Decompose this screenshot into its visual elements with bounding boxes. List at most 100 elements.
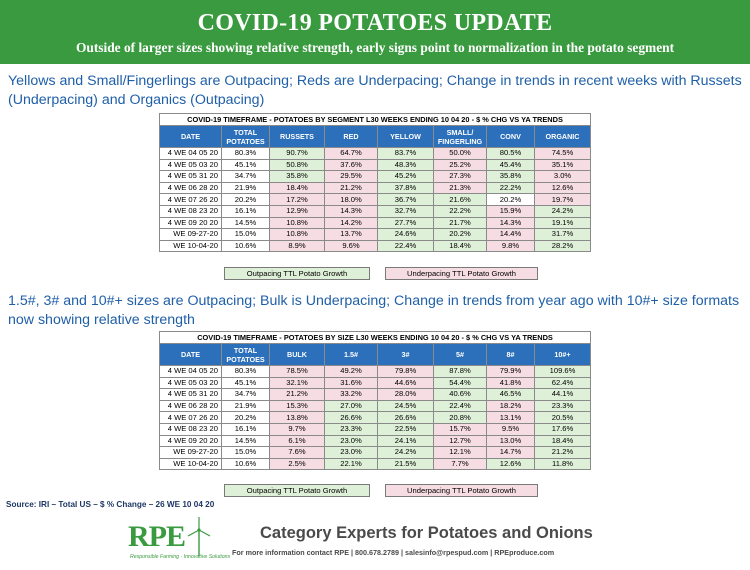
column-header: CONV xyxy=(486,125,535,148)
table-cell: 15.7% xyxy=(433,422,487,436)
table-row: 4 WE 05 03 20 45.1% 32.1% 31.6% 44.6% 54.4% 41… xyxy=(159,376,592,390)
table-cell: 21.9% xyxy=(221,181,270,195)
column-header: RED xyxy=(324,125,378,148)
table-row: WE 09-27-20 15.0% 7.6% 23.0% 24.2% 12.1% 14.7%… xyxy=(159,446,592,459)
table-cell: 46.5% xyxy=(486,388,535,401)
table-cell: 27.3% xyxy=(433,170,487,183)
table-cell: 14.5% xyxy=(221,434,270,448)
table-cell: 31.6% xyxy=(324,376,378,390)
table-cell: 15.3% xyxy=(269,399,325,413)
column-header: BULK xyxy=(269,343,325,366)
table-row: 4 WE 09 20 20 14.5% 10.8% 14.2% 27.7% 21.7% 14… xyxy=(159,216,592,230)
table-cell: 23.0% xyxy=(324,434,378,448)
table-cell: 11.8% xyxy=(533,457,592,471)
row-date: 4 WE 09 20 20 xyxy=(159,216,222,230)
table-cell: 21.2% xyxy=(324,181,378,195)
table-cell: 24.1% xyxy=(377,434,434,448)
table-cell: 26.6% xyxy=(377,411,434,424)
table-cell: 18.4% xyxy=(269,181,325,195)
table-row: 4 WE 05 31 20 34.7% 21.2% 33.2% 28.0% 40.6% 46… xyxy=(159,388,592,401)
size-headline: 1.5#, 3# and 10#+ sizes are Outpacing; B… xyxy=(8,293,740,328)
row-date: 4 WE 08 23 20 xyxy=(159,204,222,218)
table-row: 4 WE 08 23 20 16.1% 12.9% 14.3% 32.7% 22.2% 15… xyxy=(159,204,592,218)
column-header: YELLOW xyxy=(377,125,434,148)
segment-table: COVID-19 TIMEFRAME - POTATOES BY SEGMENT… xyxy=(158,113,592,253)
table-cell: 22.2% xyxy=(486,181,535,195)
table-cell: 37.6% xyxy=(324,158,378,172)
table-cell: 22.4% xyxy=(377,239,434,253)
table-cell: 74.5% xyxy=(533,147,592,160)
table-cell: 45.4% xyxy=(486,158,535,172)
table-row: 4 WE 06 28 20 21.9% 18.4% 21.2% 37.8% 21.3% 22… xyxy=(159,181,592,195)
table-cell: 80.3% xyxy=(221,147,270,160)
table-cell: 14.7% xyxy=(486,446,535,459)
table-cell: 50.8% xyxy=(269,158,325,172)
table-cell: 6.1% xyxy=(269,434,325,448)
table-cell: 34.7% xyxy=(221,388,270,401)
table-cell: 18.4% xyxy=(533,434,592,448)
table-cell: 20.2% xyxy=(433,228,487,241)
table-cell: 18.4% xyxy=(433,239,487,253)
table-cell: 19.7% xyxy=(533,193,592,206)
column-header: 8# xyxy=(486,343,535,366)
table-cell: 15.0% xyxy=(221,228,270,241)
row-date: WE 10-04-20 xyxy=(159,457,222,471)
table-cell: 21.9% xyxy=(221,399,270,413)
table-cell: 34.7% xyxy=(221,170,270,183)
table-cell: 27.0% xyxy=(324,399,378,413)
table-cell: 18.2% xyxy=(486,399,535,413)
table-cell: 23.0% xyxy=(324,446,378,459)
table-row: 4 WE 05 31 20 34.7% 35.8% 29.5% 45.2% 27.3% 35… xyxy=(159,170,592,183)
table-cell: 37.8% xyxy=(377,181,434,195)
table-row: WE 10-04-20 10.6% 2.5% 22.1% 21.5% 7.7% 12.6% 1… xyxy=(159,457,592,471)
table-cell: 2.5% xyxy=(269,457,325,471)
row-date: 4 WE 06 28 20 xyxy=(159,181,222,195)
table-cell: 21.3% xyxy=(433,181,487,195)
table-cell: 41.8% xyxy=(486,376,535,390)
wind-turbine-icon xyxy=(187,517,211,556)
source-note: Source: IRI – Total US – $ % Change – 26… xyxy=(6,500,215,509)
table-cell: 45.1% xyxy=(221,158,270,172)
row-date: 4 WE 08 23 20 xyxy=(159,422,222,436)
table-cell: 15.0% xyxy=(221,446,270,459)
table-cell: 14.5% xyxy=(221,216,270,230)
table-caption: COVID-19 TIMEFRAME - POTATOES BY SEGMENT… xyxy=(158,113,592,126)
table-cell: 49.2% xyxy=(324,365,378,378)
table-cell: 8.9% xyxy=(269,239,325,253)
table-cell: 27.7% xyxy=(377,216,434,230)
table-cell: 23.3% xyxy=(324,422,378,436)
row-date: 4 WE 07 26 20 xyxy=(159,411,222,424)
column-header: TOTAL POTATOES xyxy=(221,125,270,148)
row-date: 4 WE 04 05 20 xyxy=(159,365,222,378)
table-cell: 79.9% xyxy=(486,365,535,378)
table-cell: 20.2% xyxy=(221,411,270,424)
column-header: ORGANIC xyxy=(533,125,592,148)
table-cell: 29.5% xyxy=(324,170,378,183)
table-cell: 9.5% xyxy=(486,422,535,436)
title-banner: COVID-19 POTATOES UPDATE Outside of larg… xyxy=(0,0,750,64)
column-header: 5# xyxy=(433,343,487,366)
page-subtitle: Outside of larger sizes showing relative… xyxy=(75,40,675,55)
table-cell: 35.8% xyxy=(269,170,325,183)
table-cell: 12.6% xyxy=(486,457,535,471)
table-cell: 78.5% xyxy=(269,365,325,378)
table-cell: 10.6% xyxy=(221,457,270,471)
table-row: 4 WE 05 03 20 45.1% 50.8% 37.6% 48.3% 25.2% 45… xyxy=(159,158,592,172)
table-cell: 16.1% xyxy=(221,422,270,436)
table-cell: 64.7% xyxy=(324,147,378,160)
table-cell: 12.1% xyxy=(433,446,487,459)
table-cell: 13.8% xyxy=(269,411,325,424)
table-cell: 7.7% xyxy=(433,457,487,471)
table-row: 4 WE 08 23 20 16.1% 9.7% 23.3% 22.5% 15.7% 9.5… xyxy=(159,422,592,436)
table-cell: 13.0% xyxy=(486,434,535,448)
table-cell: 83.7% xyxy=(377,147,434,160)
table-cell: 22.4% xyxy=(433,399,487,413)
logo-tagline: Responsible Farming · Innovative Solutio… xyxy=(130,554,231,560)
table-cell: 44.1% xyxy=(533,388,592,401)
table-cell: 17.6% xyxy=(533,422,592,436)
table-cell: 23.3% xyxy=(533,399,592,413)
table-cell: 35.1% xyxy=(533,158,592,172)
table-cell: 9.6% xyxy=(324,239,378,253)
table-cell: 22.5% xyxy=(377,422,434,436)
table-cell: 12.6% xyxy=(533,181,592,195)
